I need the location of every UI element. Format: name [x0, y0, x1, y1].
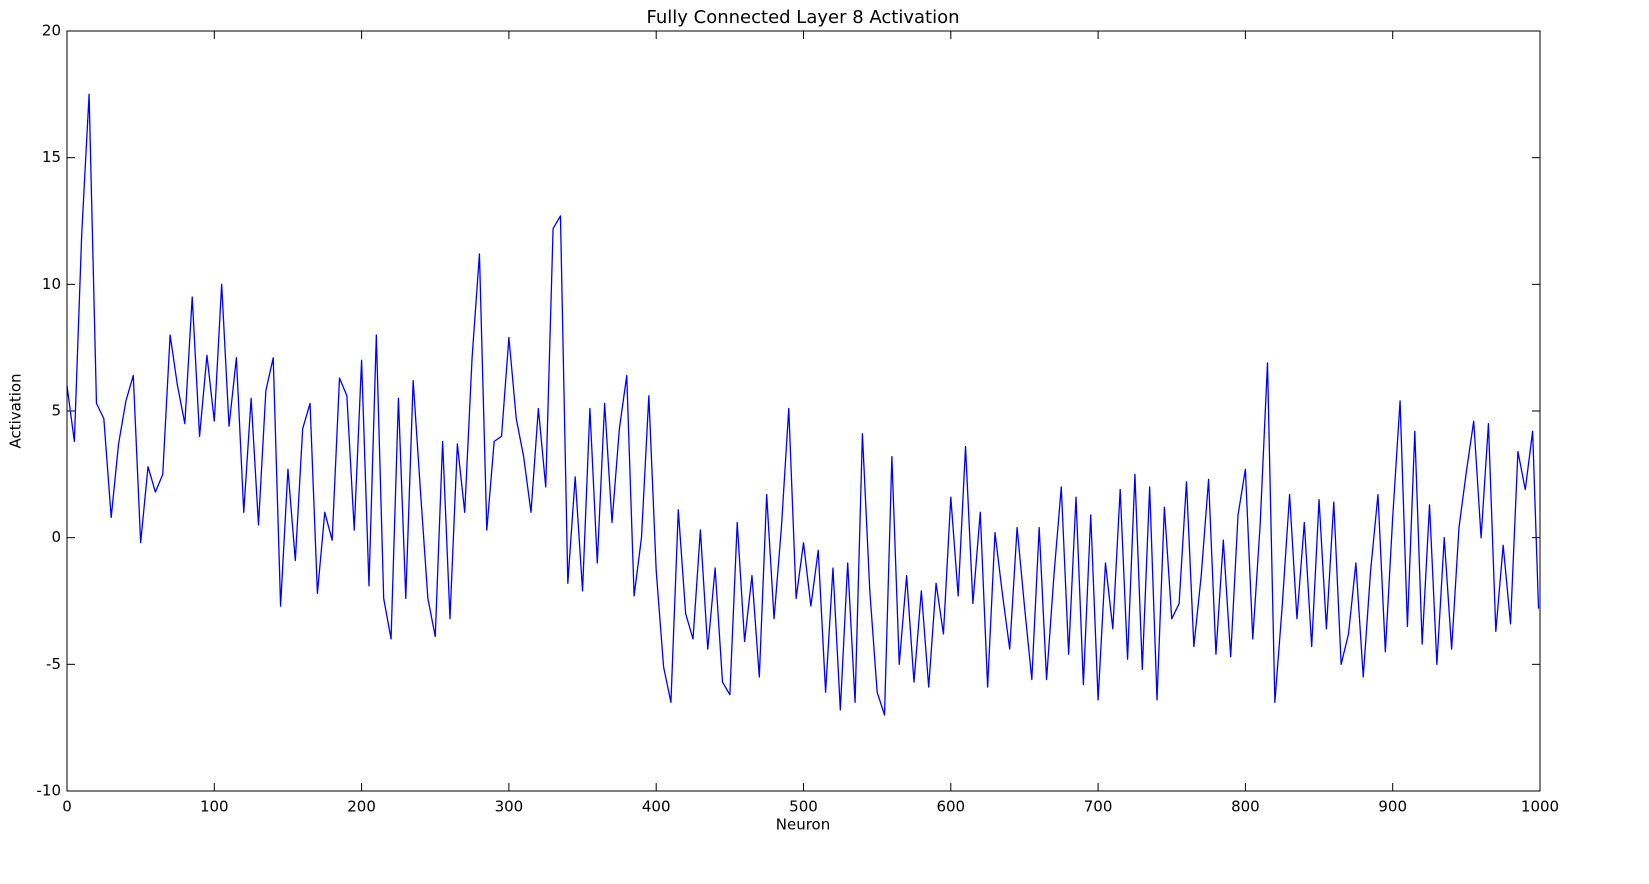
y-tick-label: -5: [46, 655, 61, 673]
x-tick-label: 1000: [1521, 798, 1559, 816]
x-tick-label: 300: [495, 798, 524, 816]
x-tick-label: 500: [789, 798, 818, 816]
x-tick-label: 900: [1378, 798, 1407, 816]
x-tick-label: 200: [347, 798, 376, 816]
y-tick-label: 0: [51, 528, 61, 546]
x-tick-label: 100: [200, 798, 229, 816]
x-tick-label: 700: [1084, 798, 1113, 816]
y-tick-label: 15: [42, 148, 61, 166]
x-tick-label: 800: [1231, 798, 1260, 816]
data-line: [66, 93, 1540, 716]
chart-title: Fully Connected Layer 8 Activation: [647, 7, 960, 28]
x-tick-label: 400: [642, 798, 671, 816]
plot-frame: [66, 30, 1541, 792]
y-tick-label: 20: [42, 22, 61, 40]
y-tick-label: 10: [42, 275, 61, 293]
x-axis-label: Neuron: [776, 816, 830, 834]
x-tick-label: 0: [62, 798, 72, 816]
y-axis-label: Activation: [7, 373, 25, 448]
y-tick-label: -10: [37, 782, 62, 800]
x-tick-label: 600: [936, 798, 965, 816]
y-tick-label: 5: [51, 402, 61, 420]
